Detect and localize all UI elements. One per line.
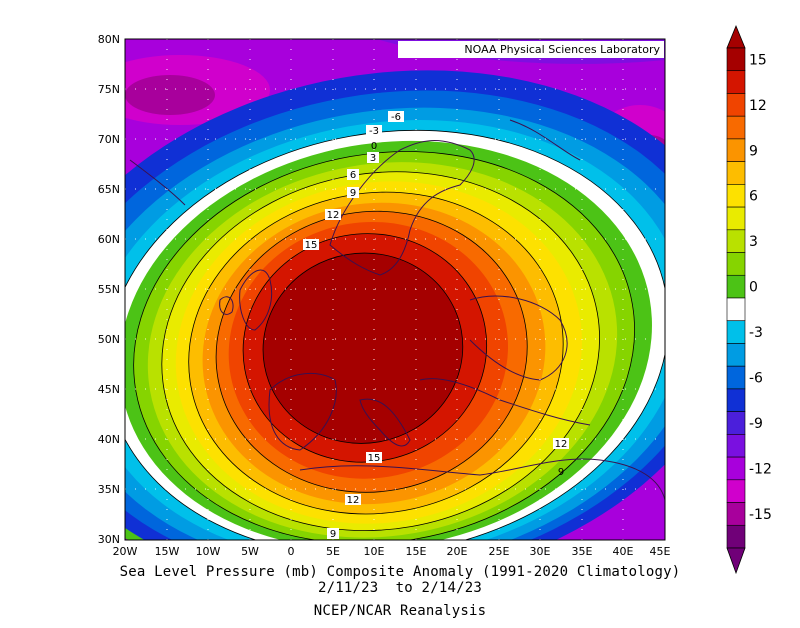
contour-label: -6 (388, 111, 404, 123)
lon-label: 20E (447, 545, 468, 558)
map-frame (124, 38, 666, 541)
colorbar-segment (726, 70, 746, 94)
svg-text:-6: -6 (391, 112, 401, 123)
lat-label: 70N (98, 133, 120, 146)
colorbar-segment (726, 365, 746, 390)
contour-label: 9 (558, 467, 564, 478)
data-source: NCEP/NCAR Reanalysis (313, 603, 487, 619)
contour-label: 12 (325, 209, 341, 221)
colorbar-label: -3 (749, 325, 763, 341)
svg-text:15: 15 (368, 453, 381, 464)
lat-label: 55N (98, 283, 120, 296)
colorbar-max-arrow (726, 24, 746, 49)
colorbar-segment (726, 502, 746, 526)
lon-label: 0 (288, 545, 295, 558)
colorbar-segment (726, 524, 746, 549)
map-title: Sea Level Pressure (mb) Composite Anomal… (119, 564, 681, 580)
date-range: 2/11/23 to 2/14/23 (318, 580, 482, 596)
colorbar-label: -15 (749, 507, 772, 523)
svg-text:12: 12 (555, 439, 568, 450)
svg-text:9: 9 (558, 467, 564, 478)
lat-label: 80N (98, 33, 120, 46)
colorbar-label: 12 (749, 98, 767, 114)
svg-text:0: 0 (371, 141, 377, 152)
contour-label: 15 (366, 452, 382, 464)
colorbar-segment (726, 434, 746, 458)
lon-label: 5E (326, 545, 340, 558)
svg-text:15: 15 (305, 240, 318, 251)
lon-label: 5W (241, 545, 259, 558)
contour-labels: -6 -3 0 3 6 9 12 15 15 12 9 12 9 (303, 111, 569, 540)
contour-label: 9 (327, 528, 339, 540)
colorbar-segment (726, 343, 746, 367)
colorbar-segment (726, 274, 746, 299)
lat-label: 50N (98, 333, 120, 346)
lon-label: 15W (155, 545, 180, 558)
colorbar-segment (726, 206, 746, 231)
lat-label: 45N (98, 383, 120, 396)
lat-lon-grid (125, 39, 665, 540)
colorbar-segment (726, 388, 746, 412)
colorbar-segment (726, 229, 746, 253)
colorbar-label: -6 (749, 371, 763, 387)
lon-label: 40E (613, 545, 634, 558)
svg-text:12: 12 (347, 495, 360, 506)
colorbar-segment (726, 479, 746, 503)
colorbar-segment (726, 411, 746, 435)
colorbar-segment (726, 93, 746, 117)
colorbar-segment (726, 47, 746, 72)
colorbar-segment (726, 161, 746, 185)
contour-label: 9 (347, 187, 359, 199)
svg-text:9: 9 (330, 529, 336, 540)
colorbar-label: 6 (749, 189, 758, 205)
contour-label: 0 (371, 141, 377, 152)
latitude-axis: 80N 75N 70N 65N 60N 55N 50N 45N 40N 35N … (98, 33, 120, 546)
colorbar-label: -9 (749, 416, 763, 432)
lon-label: 25E (489, 545, 510, 558)
colorbar-segment (726, 138, 746, 162)
colorbar-segment (726, 297, 746, 322)
lat-label: 75N (98, 83, 120, 96)
contour-label: 12 (553, 438, 569, 450)
lon-label: 35E (572, 545, 593, 558)
colorbar-segment (726, 456, 746, 481)
colorbar-label: 9 (749, 143, 758, 159)
lat-label: 65N (98, 183, 120, 196)
colorbar-segment (726, 252, 746, 276)
lon-label: 15E (406, 545, 427, 558)
lat-label: 35N (98, 483, 120, 496)
colorbar: 15 12 9 6 3 0 -3 -6 -9 -12 -15 (726, 24, 772, 575)
lon-label: 30E (530, 545, 551, 558)
colorbar-label: 0 (749, 280, 758, 296)
svg-text:3: 3 (370, 153, 376, 164)
svg-text:12: 12 (327, 210, 340, 221)
lat-label: 40N (98, 433, 120, 446)
colorbar-label: 15 (749, 52, 767, 68)
contour-label: -3 (366, 125, 382, 137)
lon-label: 45E (650, 545, 671, 558)
lon-label: 10E (364, 545, 385, 558)
anomaly-field: -6 -3 0 3 6 9 12 15 15 12 9 12 9 (125, 39, 665, 540)
contour-label: 15 (303, 239, 319, 251)
colorbar-min-arrow (726, 547, 746, 575)
svg-text:-3: -3 (369, 126, 379, 137)
lat-label: 30N (98, 533, 120, 546)
contour-label: 3 (367, 152, 379, 164)
svg-text:9: 9 (350, 188, 356, 199)
colorbar-label: -12 (749, 461, 772, 477)
lat-label: 60N (98, 233, 120, 246)
credit-label: NOAA Physical Sciences Laboratory (398, 41, 664, 58)
svg-text:6: 6 (350, 170, 356, 181)
lon-label: 10W (196, 545, 221, 558)
lon-label: 20W (113, 545, 138, 558)
longitude-axis: 20W 15W 10W 5W 0 5E 10E 15E 20E 25E 30E … (113, 545, 671, 558)
colorbar-label: 3 (749, 234, 758, 250)
colorbar-segment (726, 320, 746, 344)
contour-label: 12 (345, 494, 361, 506)
coastlines (129, 119, 665, 501)
colorbar-segment (726, 115, 746, 140)
contour-label: 6 (347, 169, 359, 181)
colorbar-segment (726, 184, 746, 208)
